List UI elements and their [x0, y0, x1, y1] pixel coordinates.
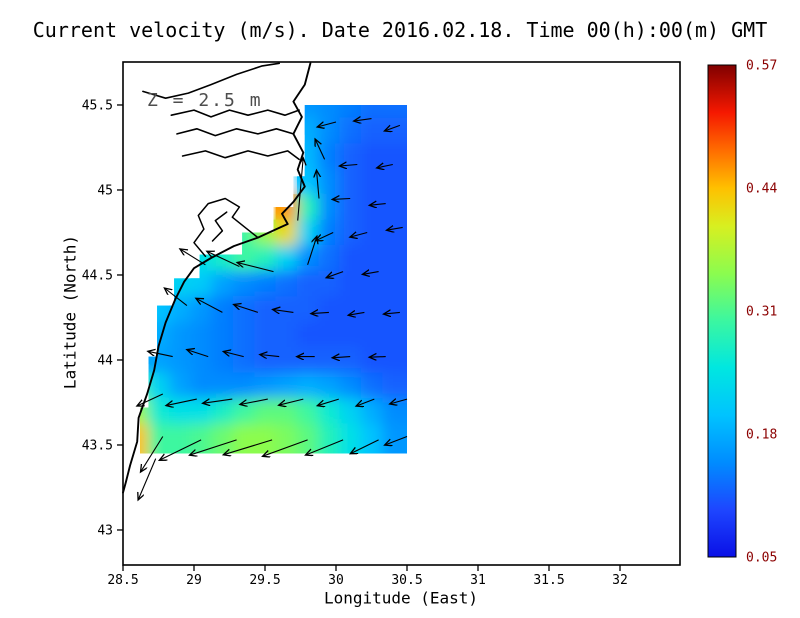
current-vector-arrow	[141, 436, 164, 473]
current-vector-arrow	[354, 119, 372, 122]
x-tick-label: 29	[186, 573, 202, 588]
current-vector-arrow	[223, 439, 273, 455]
current-vector-arrow	[384, 312, 400, 314]
x-axis-label: Longitude (East)	[323, 588, 479, 608]
current-vector-arrow	[317, 170, 320, 199]
current-vector-arrow	[307, 236, 317, 265]
current-vector-arrow	[190, 439, 237, 455]
colorbar-tick-label: 0.31	[746, 305, 777, 320]
current-vector-arrow	[317, 122, 337, 127]
current-vector-arrow	[385, 435, 408, 446]
current-vector-arrow	[317, 398, 339, 406]
colorbar-tick-label: 0.18	[746, 428, 777, 443]
current-vector-arrow	[148, 351, 173, 358]
current-vector-arrow	[387, 227, 403, 230]
current-vector-arrow	[377, 165, 393, 168]
depth-annotation: Z = 2.5 m	[147, 90, 263, 111]
danube-delta-branch	[176, 128, 295, 137]
y-tick-label: 45	[97, 183, 113, 198]
plot-title: Current velocity (m/s). Date 2016.02.18.…	[32, 18, 768, 42]
current-vector-arrow	[315, 139, 326, 160]
colorbar-tick-label: 0.57	[746, 59, 777, 74]
current-vector-arrow	[362, 272, 379, 275]
y-tick-label: 43	[97, 523, 113, 538]
colorbar-tick-label: 0.44	[746, 182, 777, 197]
coastline	[122, 62, 312, 494]
current-vector-arrow	[297, 158, 304, 221]
current-vector-arrow	[311, 312, 329, 313]
current-vector-arrow	[263, 439, 308, 456]
lagoon-shoreline	[193, 197, 259, 258]
current-vector-arrow	[326, 271, 344, 278]
y-axis-label: Latitude (North)	[60, 234, 80, 390]
current-vector-arrow	[279, 398, 304, 405]
current-vector-arrow	[137, 393, 164, 406]
current-vector-arrow	[384, 125, 401, 131]
axes: 28.5 29 29.5 30 30.5 31 31.5 32 43 43.5 44 44.5 45 45…	[82, 61, 681, 588]
y-tick-label: 43.5	[82, 438, 113, 453]
current-vector-arrow	[339, 165, 358, 167]
y-tick-label: 44	[97, 353, 113, 368]
x-tick-label: 29.5	[249, 573, 280, 588]
current-vector-arrow	[138, 458, 157, 500]
plot-border	[122, 61, 681, 566]
x-tick-label: 31	[470, 573, 486, 588]
danube-delta-branch	[170, 109, 300, 118]
heat-cell	[382, 423, 407, 454]
x-tick-label: 30.5	[391, 573, 422, 588]
lagoon-shoreline	[211, 211, 228, 242]
current-vector-arrow	[223, 352, 244, 358]
current-vector-arrow	[260, 355, 280, 357]
current-vector-arrow	[390, 399, 408, 404]
x-tick-label: 30	[328, 573, 344, 588]
current-vector-arrow	[350, 233, 368, 238]
colorbar-tick-label: 0.05	[746, 551, 777, 566]
x-tick-label: 31.5	[533, 573, 564, 588]
current-vector-arrow	[180, 249, 206, 266]
current-vector-arrow	[273, 310, 294, 313]
current-vector-arrow	[159, 439, 202, 460]
current-vector-arrow	[164, 288, 188, 307]
current-vector-arrow	[332, 199, 351, 200]
current-vector-arrow	[196, 298, 223, 313]
current-vector-arrow	[207, 251, 240, 267]
current-vector-arrow	[356, 398, 375, 406]
current-vector-arrow	[350, 439, 379, 454]
current-vector-arrow	[332, 357, 351, 358]
current-vector-arrow	[234, 305, 259, 313]
coastline-main	[122, 62, 312, 494]
current-vector-arrow	[348, 312, 365, 315]
x-tick-label: 28.5	[107, 573, 138, 588]
danube-delta-branch	[142, 62, 280, 99]
current-vector-arrow	[369, 204, 386, 206]
current-vector-arrow	[306, 439, 344, 455]
current-vector-arrow	[187, 350, 209, 358]
vector-field	[137, 119, 408, 500]
y-tick-label: 44.5	[82, 268, 113, 283]
heatmap	[140, 105, 407, 454]
current-vector-arrow	[237, 263, 274, 273]
colorbar: 0.57 0.44 0.31 0.18 0.05	[707, 59, 777, 566]
current-vector-arrow	[166, 398, 197, 406]
x-tick-label: 32	[612, 573, 628, 588]
current-vector-arrow	[203, 399, 233, 403]
y-tick-label: 45.5	[82, 98, 113, 113]
colorbar-gradient	[707, 64, 737, 558]
danube-delta-branch	[181, 150, 300, 161]
current-vector-arrow	[369, 357, 386, 358]
current-vector-arrow	[240, 398, 268, 404]
